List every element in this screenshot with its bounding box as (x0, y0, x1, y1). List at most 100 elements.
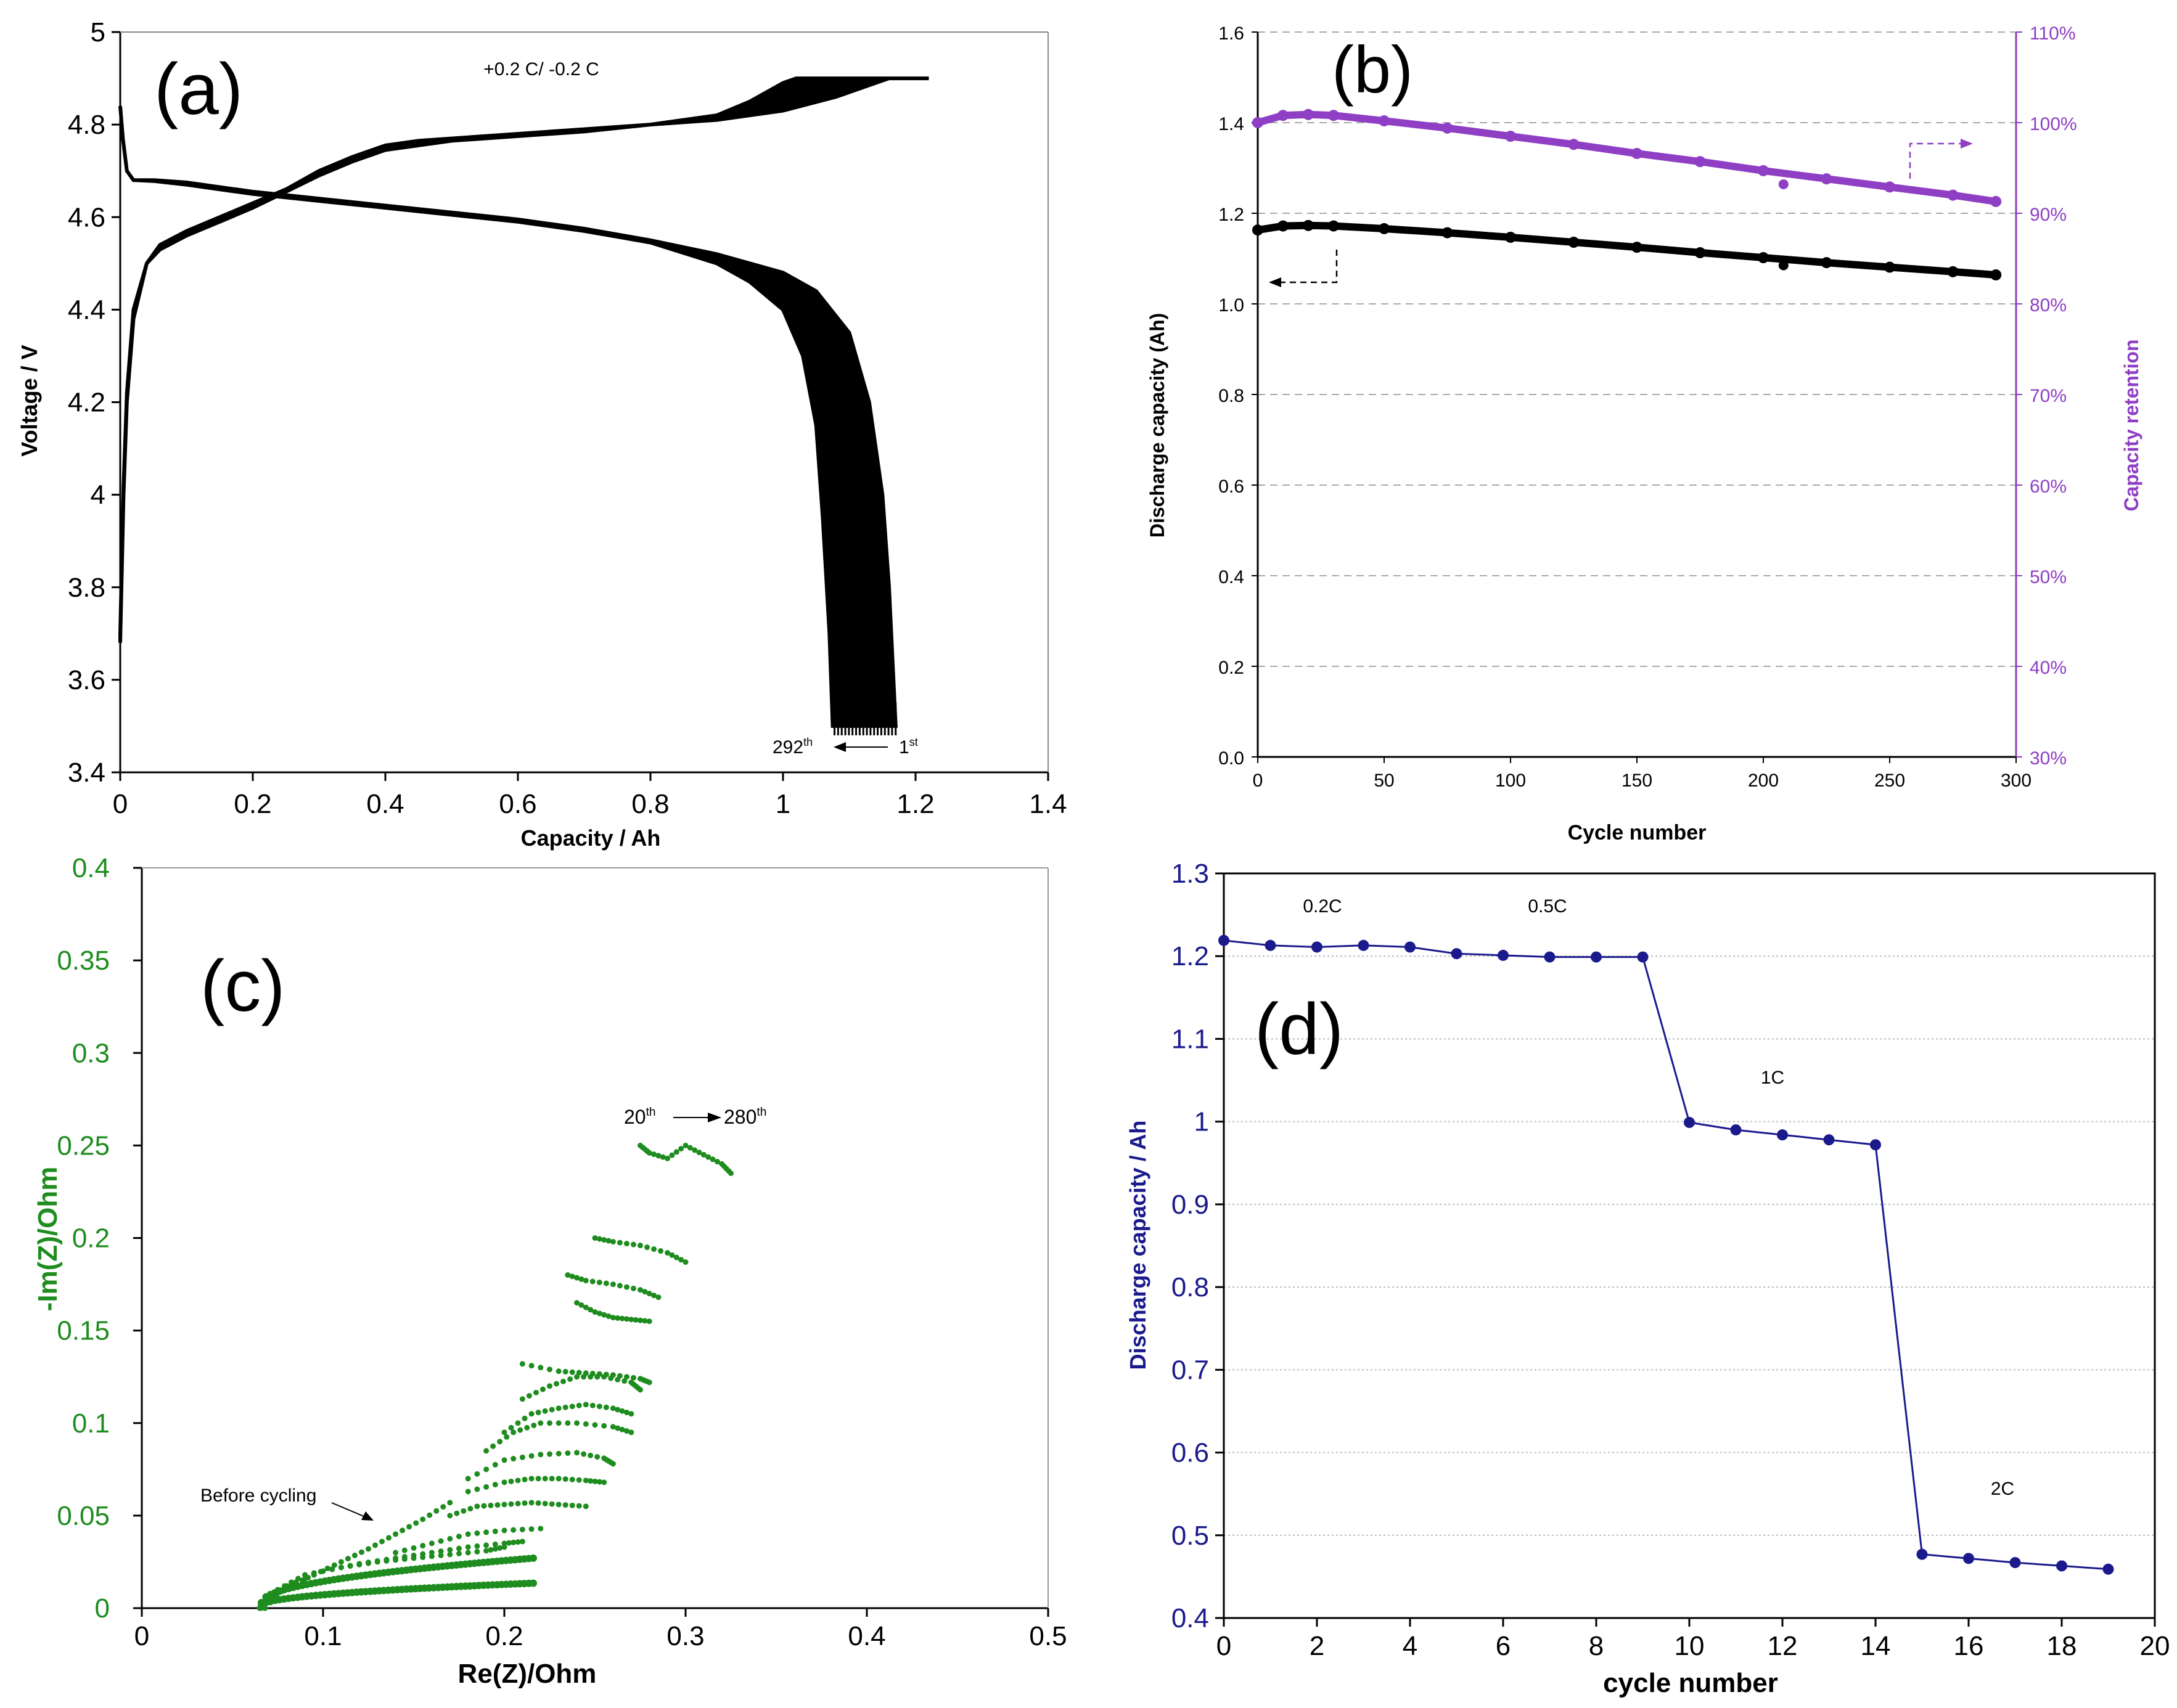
data-point (1777, 1129, 1788, 1141)
data-point (1303, 108, 1314, 120)
y-tick-label: 0.25 (57, 1130, 110, 1161)
data-point (1358, 939, 1369, 951)
data-point (1778, 260, 1789, 271)
data-point (569, 1273, 575, 1280)
data-point (338, 1559, 344, 1565)
data-point (2009, 1557, 2021, 1569)
data-point (386, 1535, 392, 1541)
data-point (630, 1375, 636, 1381)
data-point (596, 1371, 602, 1377)
data-point (581, 1451, 587, 1457)
data-point (1328, 110, 1339, 121)
data-point (522, 1415, 528, 1421)
data-point (603, 1371, 609, 1378)
data-point (651, 1246, 657, 1252)
data-point (623, 1428, 629, 1434)
x-tick-label: 16 (1954, 1631, 1984, 1661)
x-tick-label: 0 (113, 789, 128, 819)
data-point (621, 1378, 628, 1384)
data-point (494, 1502, 501, 1508)
series-3 (393, 1526, 544, 1556)
data-point (605, 1238, 612, 1244)
panel-label: (c) (200, 946, 285, 1027)
data-point (1311, 941, 1322, 953)
data-point (522, 1476, 528, 1482)
x-tick-label: 1.4 (1029, 789, 1067, 819)
data-point (583, 1503, 589, 1510)
y-tick-label: 0.05 (57, 1501, 110, 1531)
data-point (454, 1510, 460, 1516)
x-tick-label: 14 (1861, 1631, 1891, 1661)
data-point (646, 1379, 652, 1386)
data-point (284, 1583, 290, 1589)
data-point (576, 1477, 582, 1483)
annotation-end: 280th (724, 1106, 766, 1128)
y-axis-label: -Im(Z)/Ohm (33, 1167, 63, 1312)
x-tick-label: 150 (1621, 770, 1652, 791)
annotation-before-line (331, 1502, 364, 1517)
data-point (530, 1579, 538, 1587)
left-axis-indicator-head (1269, 277, 1281, 287)
series-4 (447, 1500, 589, 1519)
data-point (700, 1151, 707, 1158)
data-point (660, 1154, 666, 1160)
panel-label: (a) (154, 49, 243, 130)
data-point (1379, 115, 1390, 127)
data-point (488, 1547, 494, 1553)
data-point (413, 1520, 419, 1526)
series-2 (262, 1538, 525, 1611)
data-point (427, 1512, 433, 1518)
y2-tick-label: 50% (2030, 567, 2067, 587)
panel-d: 0.4 0.5 0.6 0.7 0.8 0.9 1 1.1 1.2 1.3 0 2 4 6 8 10 12 14 1… (1125, 859, 2170, 1698)
data-point (331, 1562, 337, 1568)
data-point (578, 1302, 584, 1308)
data-point (574, 1374, 580, 1380)
y-tick-label: 3.8 (68, 573, 105, 603)
data-point (556, 1420, 562, 1426)
data-point (623, 1241, 629, 1247)
x-tick-label: 0.6 (499, 789, 536, 819)
y2-tick-label: 90% (2030, 205, 2067, 225)
x-tick-label: 0.3 (666, 1621, 704, 1651)
data-point (1821, 173, 1832, 185)
x-tick-label: 0.4 (848, 1621, 885, 1651)
annotation-end: 1st (899, 736, 918, 758)
data-point (372, 1542, 379, 1548)
data-point (1252, 117, 1263, 128)
x-tick-label: 0.1 (304, 1621, 342, 1651)
data-point (562, 1404, 568, 1410)
data-point (630, 1285, 636, 1291)
data-point (710, 1156, 716, 1163)
data-point (535, 1476, 541, 1482)
data-point (628, 1429, 634, 1436)
x-tick-label: 18 (2047, 1631, 2077, 1661)
y-tick-label: 0.0 (1218, 748, 1244, 769)
data-point (501, 1479, 507, 1485)
rate-label-2c: 2C (1991, 1479, 2014, 1499)
y2-tick-label: 60% (2030, 476, 2067, 497)
data-point (658, 1248, 664, 1254)
data-point (574, 1300, 580, 1306)
y-tick-label: 0.2 (72, 1224, 110, 1254)
data-point (655, 1153, 662, 1159)
data-point (438, 1538, 444, 1544)
y-tick-label: 0.8 (1218, 386, 1244, 406)
data-point (542, 1500, 548, 1506)
y2-tick-label: 80% (2030, 295, 2067, 316)
y2-tick-label: 110% (2030, 23, 2076, 44)
data-point (610, 1424, 616, 1430)
data-point (501, 1527, 507, 1534)
data-point (358, 1549, 364, 1555)
data-point (420, 1551, 426, 1557)
data-point (588, 1452, 594, 1458)
data-point (714, 1159, 720, 1165)
panel-a: 0 0.2 0.4 0.6 0.8 1 1.2 1.4 3.4 3.6 3.8 4 4.2 4.4 4.6 4… (17, 17, 1067, 851)
data-point (610, 1372, 616, 1378)
data-point (1823, 1134, 1835, 1146)
data-point (456, 1545, 462, 1551)
x-tick-label: 250 (1874, 770, 1905, 791)
y-tick-label: 4.6 (68, 202, 105, 232)
data-point (465, 1476, 471, 1482)
x-axis-label: Re(Z)/Ohm (458, 1659, 597, 1689)
series-8 (501, 1402, 634, 1436)
